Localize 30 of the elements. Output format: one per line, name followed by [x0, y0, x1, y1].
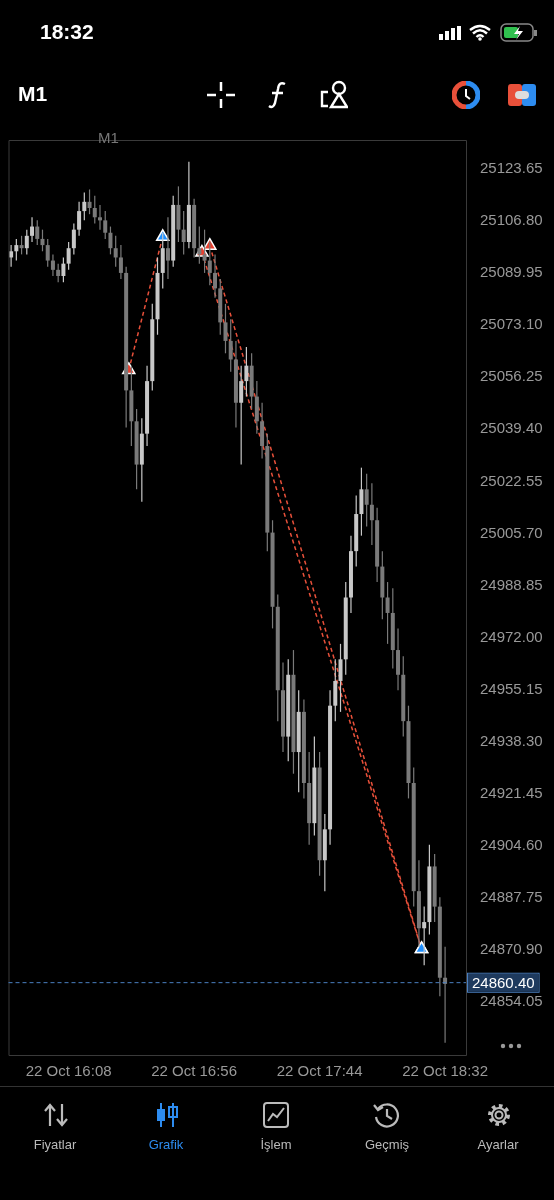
- y-tick-label: 24955.15: [480, 679, 543, 697]
- y-tick-label: 25005.70: [480, 523, 543, 541]
- y-tick-label: 24904.60: [480, 836, 543, 854]
- y-tick-label: 25123.65: [480, 159, 543, 177]
- text: Grafik: [147, 1137, 185, 1152]
- y-tick-label: 24921.45: [480, 784, 543, 802]
- text: Geçmiş: [363, 1137, 411, 1152]
- y-tick-label: 24972.00: [480, 627, 543, 645]
- x-tick-label: 22 Oct 18:32: [402, 1062, 489, 1080]
- text: M1: [18, 82, 48, 106]
- y-tick-label: 24870.90: [480, 940, 543, 958]
- x-tick-label: 22 Oct 16:56: [151, 1062, 238, 1080]
- x-tick-label: 22 Oct 16:08: [25, 1062, 112, 1080]
- text: 18:32: [40, 20, 94, 44]
- text: Ayarlar: [476, 1137, 520, 1152]
- chart-title: M1: [98, 129, 119, 146]
- ref-line-label: 24860.40: [472, 973, 535, 991]
- x-tick-label: 22 Oct 17:44: [276, 1062, 363, 1080]
- text: İşlem: [259, 1137, 293, 1152]
- y-tick-label: 25056.25: [480, 367, 543, 385]
- y-tick-label: 25039.40: [480, 419, 543, 437]
- y-tick-label: 25022.55: [480, 471, 543, 489]
- text: Fiyatlar: [32, 1137, 78, 1152]
- y-tick-label: 25106.80: [480, 211, 543, 229]
- y-tick-label: 25089.95: [480, 263, 543, 281]
- y-tick-label: 24887.75: [480, 888, 543, 906]
- y-tick-label: 24854.05: [480, 992, 543, 1010]
- y-tick-label: 24938.30: [480, 732, 543, 749]
- y-tick-label: 25073.10: [480, 315, 543, 333]
- y-tick-label: 24988.85: [480, 575, 543, 593]
